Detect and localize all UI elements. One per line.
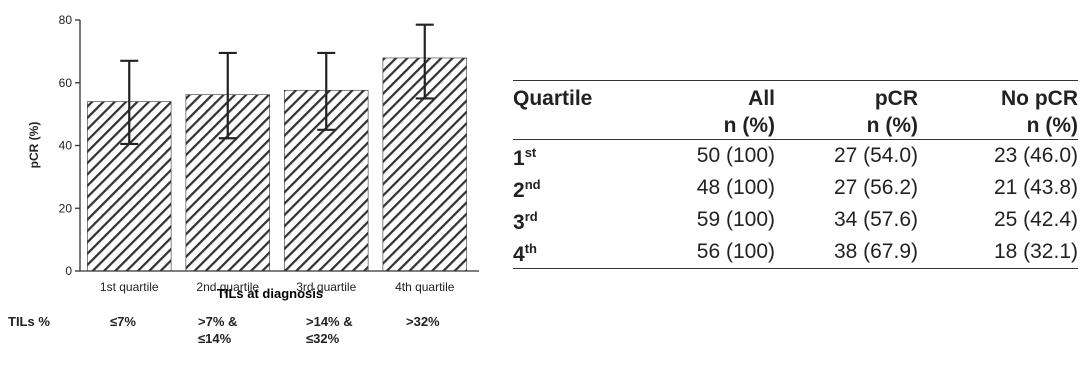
y-axis-title: pCR (%) bbox=[27, 122, 41, 169]
table-row: 2nd 48 (100) 27 (56.2) 21 (43.8) bbox=[513, 172, 1078, 204]
cell-pcr: 27 (56.2) bbox=[833, 176, 918, 199]
cell-no-pcr: 23 (46.0) bbox=[993, 144, 1078, 167]
cell-all: 48 (100) bbox=[696, 176, 775, 199]
quartile-table: Quartile All pCR No pCR n (%) n (%) n (%… bbox=[513, 80, 1078, 269]
y-tick-label: 0 bbox=[65, 264, 72, 278]
header-all-unit: n (%) bbox=[643, 112, 775, 140]
tils-range-1: ≤7% bbox=[110, 314, 136, 329]
header-all: All bbox=[643, 80, 775, 112]
tils-range-2: >7% & ≤14% bbox=[198, 314, 238, 346]
y-tick-label: 40 bbox=[59, 139, 73, 153]
cell-pcr: 34 (57.6) bbox=[833, 208, 918, 231]
cell-quartile: 3rd bbox=[513, 209, 538, 234]
y-axis: 0 20 40 60 80 bbox=[59, 13, 81, 278]
x-tick-label: 3rd quartile bbox=[296, 280, 356, 294]
bars bbox=[87, 57, 467, 272]
x-tick-label: 2nd quartile bbox=[196, 280, 259, 294]
y-tick-label: 20 bbox=[59, 201, 73, 215]
cell-all: 56 (100) bbox=[643, 236, 775, 269]
header-no-pcr: No pCR bbox=[918, 80, 1078, 112]
cell-pcr: 27 (54.0) bbox=[833, 144, 918, 167]
header-quartile: Quartile bbox=[513, 80, 643, 112]
cell-no-pcr: 25 (42.4) bbox=[993, 208, 1078, 231]
tils-range-4: >32% bbox=[406, 314, 440, 329]
cell-quartile: 4th bbox=[513, 236, 643, 269]
error-bars bbox=[120, 23, 434, 146]
tils-ranges-row: TILs % ≤7% >7% & ≤14% >14% & ≤32% >32% bbox=[0, 313, 480, 373]
cell-no-pcr: 18 (32.1) bbox=[918, 236, 1078, 269]
cell-pcr: 38 (67.9) bbox=[775, 236, 918, 269]
tils-range-3: >14% & ≤32% bbox=[306, 314, 353, 346]
header-pcr: pCR bbox=[775, 80, 918, 112]
cell-quartile: 2nd bbox=[513, 177, 541, 202]
header-pcr-unit: n (%) bbox=[775, 112, 918, 140]
cell-quartile: 1st bbox=[513, 145, 537, 170]
x-axis: 1st quartile 2nd quartile 3rd quartile 4th … bbox=[80, 270, 479, 294]
x-axis-title: TILs at diagnosis bbox=[217, 286, 323, 301]
cell-all: 59 (100) bbox=[696, 208, 775, 231]
header-no-pcr-unit: n (%) bbox=[918, 112, 1078, 140]
table-header-row-units: n (%) n (%) n (%) bbox=[513, 112, 1078, 140]
table-row: 4th 56 (100) 38 (67.9) 18 (32.1) bbox=[513, 236, 1078, 269]
y-tick-label: 60 bbox=[59, 76, 73, 90]
y-tick-label: 80 bbox=[59, 13, 73, 27]
x-tick-label: 1st quartile bbox=[100, 280, 159, 294]
x-tick-label: 4th quartile bbox=[395, 280, 455, 294]
tils-label: TILs % bbox=[8, 314, 50, 329]
cell-all: 50 (100) bbox=[696, 144, 775, 167]
bar-chart: 0 20 40 60 80 1st quartile 2nd quartile 3rd qu… bbox=[27, 13, 479, 301]
table-row: 1st 50 (100) 27 (54.0) 23 (46.0) bbox=[513, 140, 1078, 173]
cell-no-pcr: 21 (43.8) bbox=[993, 176, 1078, 199]
table-header-row: Quartile All pCR No pCR bbox=[513, 80, 1078, 112]
table-row: 3rd 59 (100) 34 (57.6) 25 (42.4) bbox=[513, 204, 1078, 236]
header-quartile-unit bbox=[513, 112, 643, 140]
